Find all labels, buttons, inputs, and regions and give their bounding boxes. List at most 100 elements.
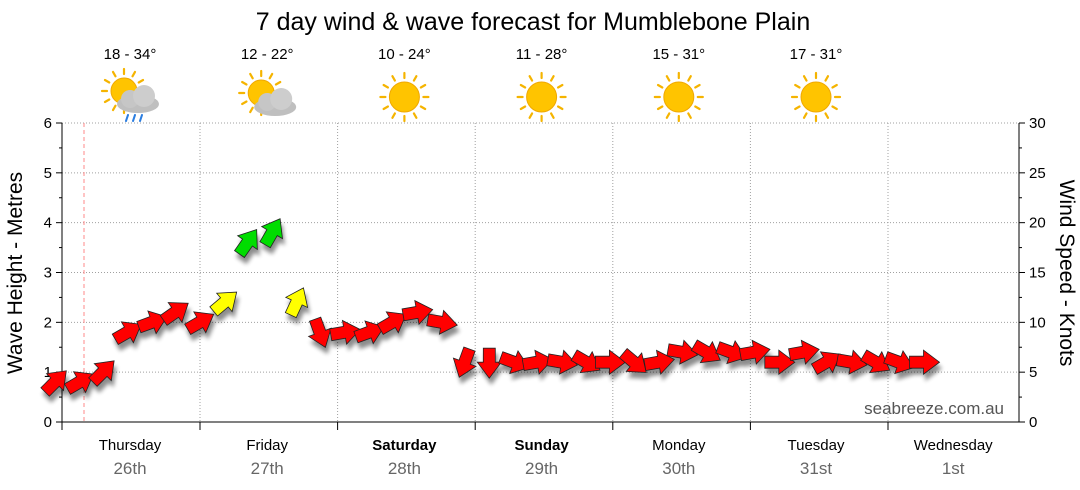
- sun-icon: [653, 71, 704, 123]
- wind-arrow: [159, 302, 189, 326]
- y-tick-label-left: 3: [44, 265, 52, 282]
- grid: [62, 122, 1019, 422]
- y-tick-label-right: 25: [1029, 165, 1046, 182]
- wind-arrow: [136, 310, 168, 335]
- sun-ray: [528, 112, 534, 119]
- rain-drop: [132, 114, 136, 122]
- wind-arrow: [184, 311, 215, 336]
- wind-arrow: [111, 321, 142, 346]
- y-tick-label-left: 4: [44, 215, 52, 232]
- wind-arrow: [570, 349, 601, 374]
- sun-ray: [111, 104, 117, 112]
- sun-ray: [249, 72, 254, 80]
- cloud-part: [270, 88, 293, 110]
- sun-ray: [694, 83, 701, 89]
- y-tick-label-left: 5: [44, 165, 52, 182]
- sun-disc: [526, 81, 558, 113]
- sun-ray: [249, 106, 254, 114]
- sun-ray: [694, 105, 701, 111]
- sun-ray: [519, 105, 527, 111]
- y-tick-label-right: 5: [1029, 364, 1037, 381]
- wind-arrow: [618, 348, 647, 373]
- wind-arrow: [764, 349, 796, 376]
- wind-arrow: [426, 309, 458, 335]
- sun-disc: [663, 81, 695, 113]
- sun-ray: [549, 75, 555, 82]
- wind-arrow: [476, 347, 503, 379]
- sun-icon: [379, 71, 430, 123]
- sun-icon: [516, 71, 567, 123]
- axes: 0 1 2 3 4 5 6 0 5 10 15 20 25 30 Thursday 26th Friday 27t…: [44, 115, 1046, 478]
- day-name-label: Tuesday: [788, 437, 845, 454]
- y-tick-label-left: 0: [44, 414, 52, 431]
- cloud-icon: [117, 85, 159, 113]
- wind-arrow: [259, 218, 283, 249]
- sun-ray: [382, 83, 390, 89]
- y-tick-label-right: 20: [1029, 215, 1046, 232]
- wind-arrow: [40, 370, 67, 397]
- rain-drop: [125, 114, 129, 122]
- sun-ray: [794, 83, 801, 89]
- sun-icon: [516, 71, 567, 123]
- sun-ray: [665, 75, 671, 82]
- y-tick-label-right: 10: [1029, 314, 1046, 331]
- sun-ray: [419, 105, 427, 111]
- cloud-part: [133, 85, 155, 107]
- day-name-label: Thursday: [99, 437, 162, 454]
- sun-icon: [653, 71, 704, 123]
- wind-arrow: [498, 350, 530, 375]
- sun-ray: [556, 105, 564, 111]
- day-date-label: 28th: [388, 459, 421, 478]
- wind-arrow: [690, 339, 721, 364]
- sun-ray: [656, 83, 664, 89]
- sun-ray: [137, 78, 145, 84]
- cloud-icon: [254, 88, 297, 116]
- wind-arrow: [835, 349, 868, 375]
- sun-ray: [831, 105, 838, 111]
- wind-arrow: [860, 349, 891, 374]
- wind-arrow: [376, 311, 407, 336]
- wind-arrow: [521, 349, 554, 375]
- sun-disc: [388, 81, 420, 113]
- sun-ray: [391, 75, 396, 82]
- sun-ray: [519, 83, 527, 89]
- sun-ray: [687, 112, 692, 119]
- sun-ray: [412, 75, 418, 82]
- sun-ray: [391, 112, 396, 119]
- sun-disc: [800, 81, 832, 113]
- y-tick-label-right: 15: [1029, 265, 1046, 282]
- wind-arrow: [643, 349, 676, 375]
- sun-ray: [556, 83, 564, 89]
- day-date-label: 31st: [800, 459, 832, 478]
- sun-icon: [790, 71, 842, 123]
- day-name-label: Sunday: [515, 437, 570, 454]
- day-date-label: 27th: [251, 459, 284, 478]
- y-tick-label-right: 0: [1029, 414, 1037, 431]
- sun-ray: [528, 75, 534, 82]
- wind-arrow: [63, 371, 95, 395]
- chart-title: 7 day wind & wave forecast for Mumblebon…: [256, 8, 810, 36]
- wind-arrows: [40, 218, 941, 397]
- sun-ray: [241, 80, 248, 86]
- y-axis-right-label: Wind Speed - Knots: [1055, 180, 1078, 367]
- sun-ray: [824, 75, 830, 82]
- wind-arrow: [788, 339, 820, 365]
- y-axis-left-label: Wave Height - Metres: [4, 172, 27, 374]
- sun-ray: [131, 70, 137, 78]
- watermark: seabreeze.com.au: [864, 399, 1004, 418]
- sun-ray: [549, 112, 555, 119]
- day-date-label: 29th: [525, 459, 558, 478]
- sun-ray: [103, 78, 111, 84]
- y-tick-label-left: 1: [44, 364, 52, 381]
- temperature-range: 18 - 34°: [104, 46, 157, 63]
- temperature-range: 10 - 24°: [378, 46, 431, 63]
- y-tick-label-right: 30: [1029, 115, 1046, 132]
- day-name-label: Monday: [652, 437, 706, 454]
- wind-arrow: [909, 349, 941, 376]
- sun-cloud-icon: [238, 69, 297, 117]
- sun-ray: [103, 98, 111, 104]
- sun-ray: [274, 80, 282, 86]
- weather-strip: 18 - 34° 12 - 22° 10 - 24° 11 - 28° 15 - 31°…: [100, 46, 842, 123]
- sun-ray: [656, 105, 664, 111]
